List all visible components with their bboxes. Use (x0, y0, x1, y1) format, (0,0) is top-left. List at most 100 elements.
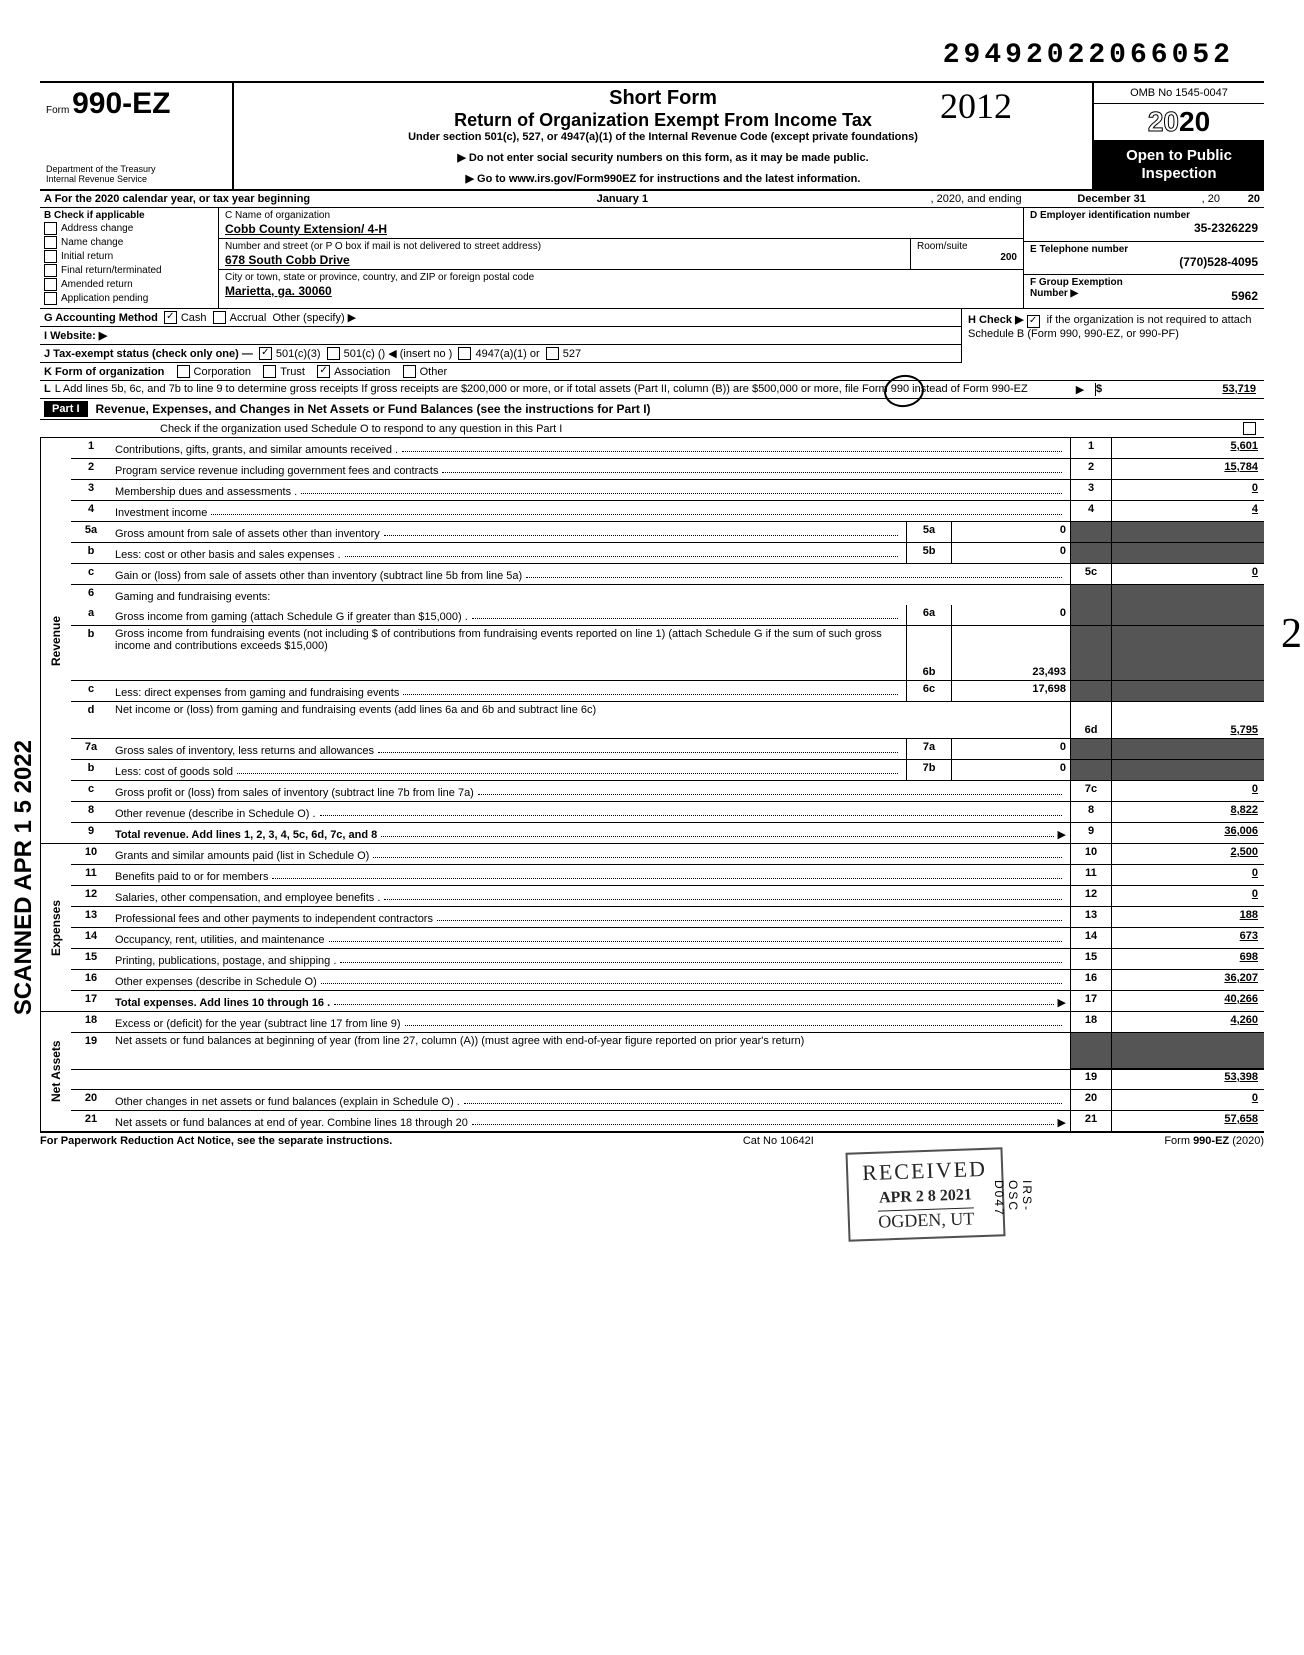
gross-receipts-value: 53,719 (1222, 383, 1256, 396)
line-desc: Program service revenue including govern… (115, 465, 438, 477)
line-ref: 4 (1070, 501, 1111, 521)
grey-cell (1111, 739, 1264, 759)
inner-value: 0 (951, 522, 1070, 542)
header-grid: B Check if applicable Address change Nam… (40, 208, 1264, 309)
line-desc: Gross income from gaming (attach Schedul… (115, 611, 468, 623)
line-h: H Check ▶ ✓ if the organization is not r… (961, 309, 1264, 363)
corp-label: Corporation (194, 366, 251, 378)
line-k-label: K Form of organization (44, 366, 164, 378)
inner-ref: 7a (906, 739, 951, 759)
chk-accrual[interactable] (213, 311, 226, 324)
header-left: Form 990-EZ Department of the Treasury I… (40, 83, 234, 189)
irs-side-stamp: IRS-OSC D047 (992, 1180, 1034, 1217)
grey-cell (1070, 605, 1111, 625)
chk-application-pending[interactable]: Application pending (44, 292, 214, 305)
inner-value: 0 (951, 605, 1070, 625)
inner-value: 23,493 (951, 626, 1070, 680)
part1-title: Revenue, Expenses, and Changes in Net As… (96, 402, 651, 416)
part1-check-text: Check if the organization used Schedule … (160, 423, 562, 435)
line-num: 4 (71, 501, 111, 521)
box-b: B Check if applicable Address change Nam… (40, 208, 219, 308)
form-page: SCANNED APR 1 5 2022 2 29492022066052 Fo… (40, 40, 1264, 1147)
website-label: I Website: ▶ (44, 329, 107, 342)
chk-cash[interactable]: ✓ (164, 311, 177, 324)
inner-value: 0 (951, 739, 1070, 759)
line-7a: 7a Gross sales of inventory, less return… (71, 739, 1264, 760)
line-ref: 21 (1070, 1111, 1111, 1131)
line-num: 17 (71, 991, 111, 1011)
chk-501c[interactable] (327, 347, 340, 360)
line-num: 10 (71, 844, 111, 864)
line-num: 8 (71, 802, 111, 822)
line-16: 16 Other expenses (describe in Schedule … (71, 970, 1264, 991)
line-value: 53,398 (1111, 1069, 1264, 1089)
city-value: Marietta, ga. 30060 (225, 284, 1017, 298)
chk-527[interactable] (546, 347, 559, 360)
line-ref: 17 (1070, 991, 1111, 1011)
line-desc: Grants and similar amounts paid (list in… (115, 850, 369, 862)
grey-cell (1111, 543, 1264, 563)
footer-left: For Paperwork Reduction Act Notice, see … (40, 1135, 392, 1147)
line-desc: Salaries, other compensation, and employ… (115, 892, 380, 904)
527-label: 527 (563, 348, 581, 360)
address-row: Number and street (or P O box if mail is… (219, 239, 1023, 270)
chk-initial-return[interactable]: Initial return (44, 250, 214, 263)
form-number: Form 990-EZ (46, 87, 226, 121)
other-label: Other (specify) ▶ (272, 311, 356, 324)
phone-label: E Telephone number (1030, 244, 1258, 255)
chk-schedule-o[interactable] (1243, 422, 1256, 435)
address-label: Number and street (or P O box if mail is… (225, 241, 904, 252)
line-21: 21 Net assets or fund balances at end of… (71, 1111, 1264, 1131)
line-desc: Gaming and fundraising events: (115, 591, 270, 603)
chk-address-change[interactable]: Address change (44, 222, 214, 235)
line-num: 9 (71, 823, 111, 843)
chk-trust[interactable] (263, 365, 276, 378)
form-header: Form 990-EZ Department of the Treasury I… (40, 81, 1264, 191)
chk-association[interactable]: ✓ (317, 365, 330, 378)
chk-4947[interactable] (458, 347, 471, 360)
line-num: 15 (71, 949, 111, 969)
form-subtitle: Under section 501(c), 527, or 4947(a)(1)… (240, 131, 1086, 143)
trust-label: Trust (280, 366, 305, 378)
line-num: 5a (71, 522, 111, 542)
chk-501c3[interactable]: ✓ (259, 347, 272, 360)
box-f: F Group Exemption Number ▶ 5962 (1024, 275, 1264, 308)
header-center: 2012 Short Form Return of Organization E… (234, 83, 1092, 189)
line-ref: 7c (1070, 781, 1111, 801)
grey-cell (1070, 522, 1111, 542)
form-prefix: Form (46, 105, 69, 116)
line-desc: Other expenses (describe in Schedule O) (115, 976, 317, 988)
line-ref: 16 (1070, 970, 1111, 990)
chk-corporation[interactable] (177, 365, 190, 378)
org-name-row: C Name of organization Cobb County Exten… (219, 208, 1023, 239)
line-11: 11 Benefits paid to or for members 11 0 (71, 865, 1264, 886)
line-value: 4 (1111, 501, 1264, 521)
revenue-label: Revenue (40, 438, 71, 843)
line-desc: Gross sales of inventory, less returns a… (115, 745, 374, 757)
line-desc: Other changes in net assets or fund bala… (115, 1096, 460, 1108)
chk-name-change[interactable]: Name change (44, 236, 214, 249)
grey-cell (1070, 626, 1111, 680)
4947-label: 4947(a)(1) or (475, 348, 539, 360)
chk-amended-return[interactable]: Amended return (44, 278, 214, 291)
line-ref: 15 (1070, 949, 1111, 969)
tax-year-yy: 20 (1220, 193, 1260, 205)
line-num: 21 (71, 1111, 111, 1131)
chk-schedule-b[interactable]: ✓ (1027, 315, 1040, 328)
line-num (71, 1069, 111, 1089)
line-value: 0 (1111, 886, 1264, 906)
chk-other-org[interactable] (403, 365, 416, 378)
grey-cell (1111, 681, 1264, 701)
expenses-section: Expenses 10 Grants and similar amounts p… (40, 844, 1264, 1012)
received-date: APR 2 8 2021 (863, 1186, 988, 1208)
line-num: 16 (71, 970, 111, 990)
group-exemption-label: F Group Exemption Number ▶ (1030, 277, 1123, 299)
grey-cell (1070, 1033, 1111, 1069)
line-desc: Membership dues and assessments . (115, 486, 297, 498)
line-value: 698 (1111, 949, 1264, 969)
chk-label: Address change (61, 223, 133, 234)
line-ref: 8 (1070, 802, 1111, 822)
line-desc: Gross income from fundraising events (no… (115, 628, 902, 652)
org-name-value: Cobb County Extension/ 4-H (225, 222, 1017, 236)
chk-final-return[interactable]: Final return/terminated (44, 264, 214, 277)
